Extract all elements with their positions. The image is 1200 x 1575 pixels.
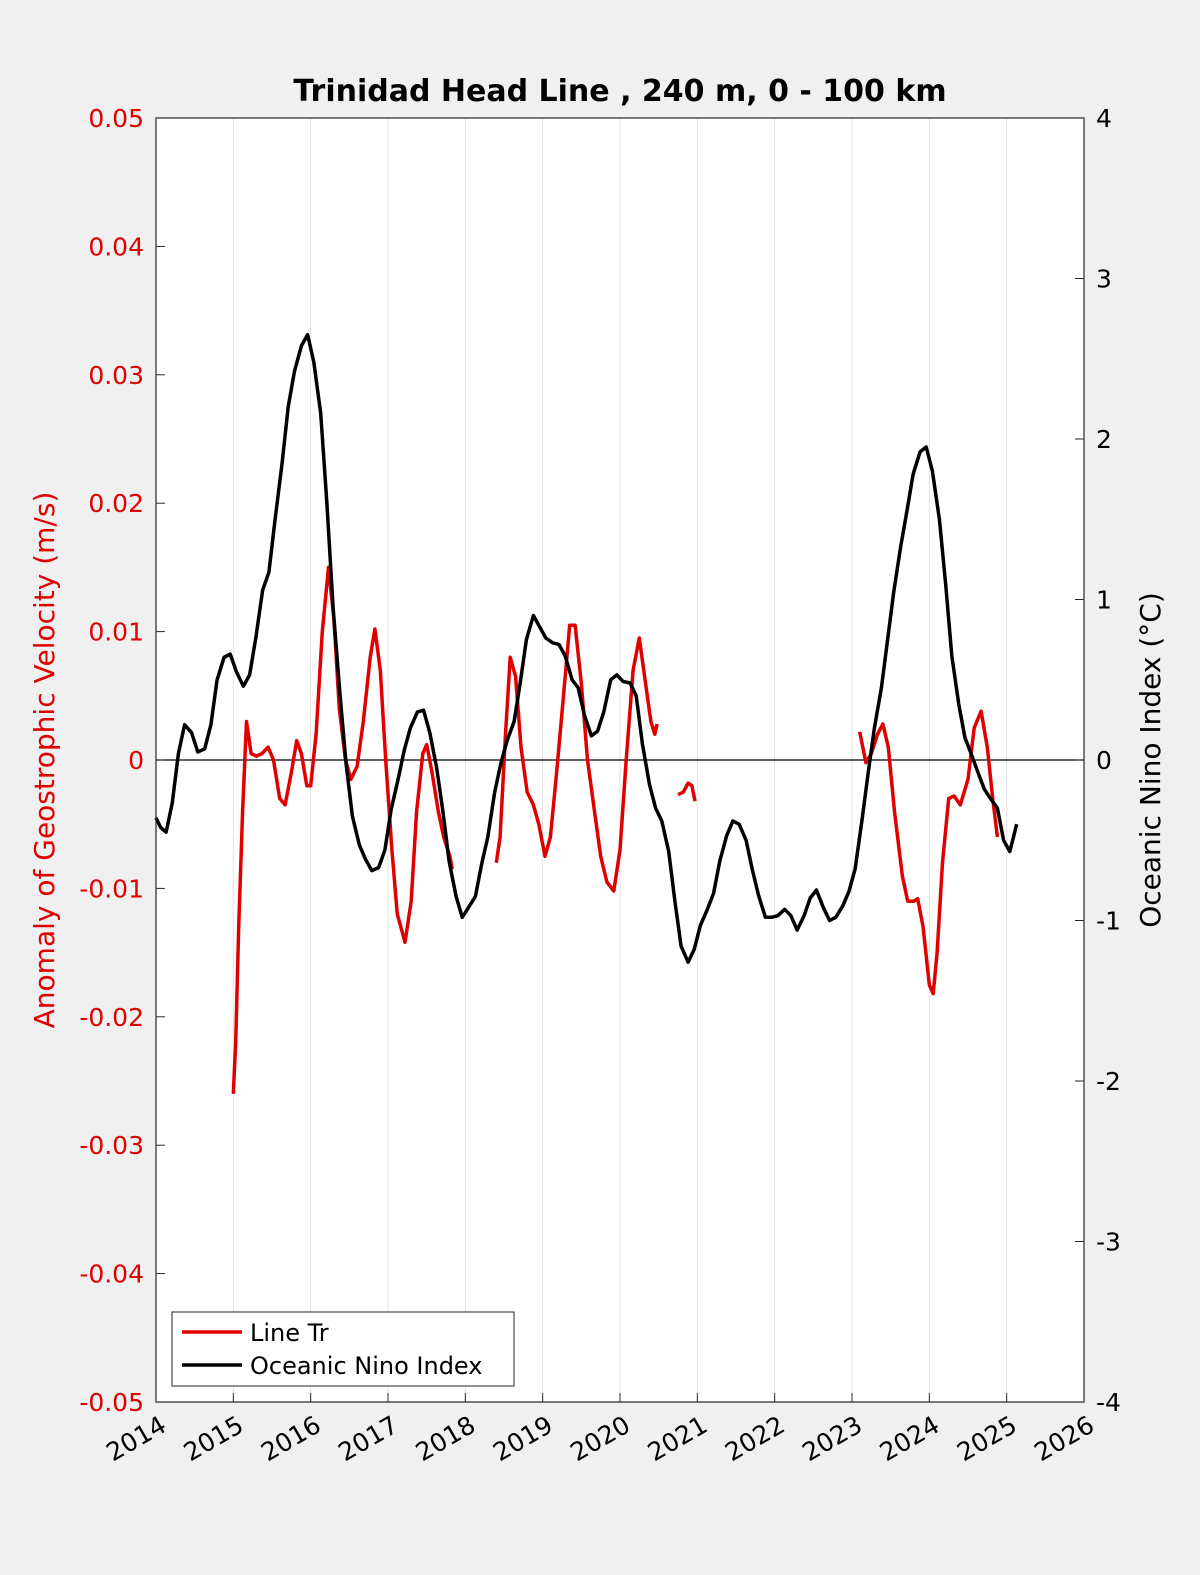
x-tick-label: 2020 [565,1410,635,1467]
series-layer [154,332,1019,1094]
x-tick-label: 2026 [1029,1410,1099,1467]
line-tr-series-segment-2 [677,781,697,802]
x-tick-label: 2021 [643,1410,713,1467]
left-axis-label: Anomaly of Geostrophic Velocity (m/s) [28,492,61,1029]
left-tick-label: 0.03 [88,361,144,390]
legend-label-line-tr: Line Tr [250,1319,329,1347]
right-tick-label: 0 [1096,746,1112,775]
x-tick-label: 2023 [797,1410,867,1467]
x-tick-label: 2019 [488,1410,558,1467]
left-tick-label: -0.03 [79,1131,144,1160]
line-tr-series-segment-3 [857,709,1000,996]
left-tick-label: 0.04 [88,232,144,261]
x-tick-label: 2018 [411,1410,481,1467]
x-tick-label: 2022 [720,1410,790,1467]
right-axis-label: Oceanic Nino Index (°C) [1134,592,1167,928]
left-tick-label: -0.04 [79,1260,144,1289]
line-tr-series-segment-1 [494,623,659,893]
x-tick-label: 2025 [952,1410,1022,1467]
right-tick-label: 1 [1096,586,1112,615]
x-tick-label: 2017 [333,1410,403,1467]
left-tick-label: 0.05 [88,104,144,133]
x-tick-label: 2014 [101,1410,171,1467]
left-tick-label: 0.02 [88,489,144,518]
right-tick-label: -4 [1096,1388,1121,1417]
left-tick-label: -0.02 [79,1003,144,1032]
right-tick-label: -2 [1096,1067,1121,1096]
right-tick-label: -1 [1096,907,1121,936]
x-tick-label: 2015 [179,1410,249,1467]
right-tick-label: -3 [1096,1228,1121,1257]
right-tick-label: 3 [1096,265,1112,294]
x-tick-label: 2016 [256,1410,326,1467]
right-tick-label: 2 [1096,425,1112,454]
left-tick-label: 0.01 [88,618,144,647]
left-tick-label: -0.01 [79,874,144,903]
left-tick-label: 0 [128,746,144,775]
oni-series-line [154,332,1019,964]
left-tick-label: -0.05 [79,1388,144,1417]
legend: Line Tr Oceanic Nino Index [171,1311,515,1387]
legend-label-oni: Oceanic Nino Index [250,1352,482,1380]
chart-title: Trinidad Head Line , 240 m, 0 - 100 km [293,74,946,109]
legend-box [171,1311,515,1387]
right-tick-label: 4 [1096,104,1112,133]
x-tick-label: 2024 [875,1410,945,1467]
